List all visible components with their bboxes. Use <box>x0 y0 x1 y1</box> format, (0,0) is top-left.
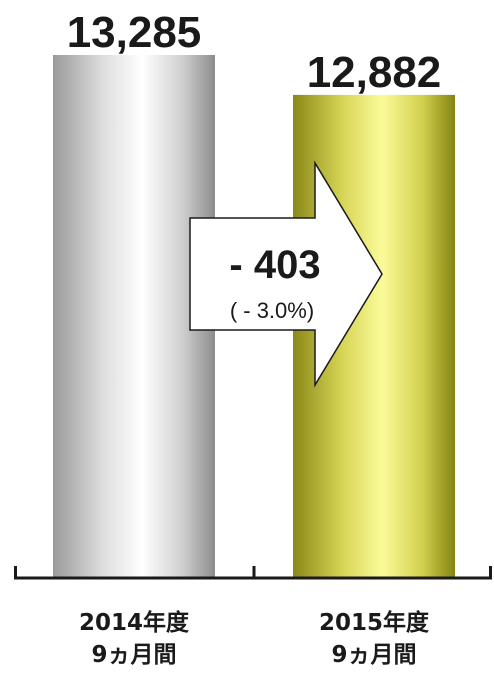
change-percent-label: ( - 3.0%) <box>230 298 314 323</box>
change-arrow: - 403 ( - 3.0%) <box>189 160 383 388</box>
change-value-label: - 403 <box>229 243 320 287</box>
category-label-1-line2: 9ヵ月間 <box>331 642 416 668</box>
bar-0 <box>53 55 215 578</box>
category-label-0-line1: 2014年度 <box>79 609 190 636</box>
category-label-1-line1: 2015年度 <box>319 609 430 636</box>
x-axis <box>14 566 492 580</box>
category-label-0-line2: 9ヵ月間 <box>91 642 176 668</box>
value-label-0: 13,285 <box>67 8 202 57</box>
value-label-1: 12,882 <box>307 48 442 97</box>
